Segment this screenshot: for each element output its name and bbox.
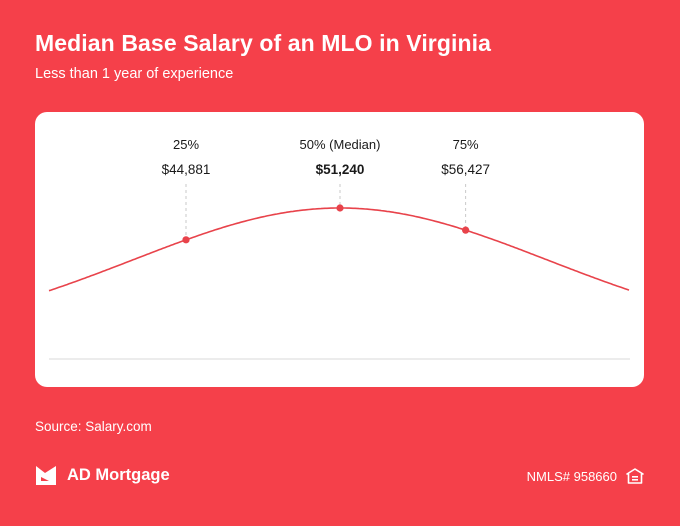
- brand: AD Mortgage: [35, 463, 170, 487]
- source-note: Source: Salary.com: [35, 419, 152, 434]
- value-label-median: $51,240: [316, 162, 365, 177]
- chart-card: 25% $44,881 50% (Median) $51,240 75% $56,427: [35, 112, 644, 387]
- percentile-label-25: 25%: [173, 137, 199, 152]
- value-label-25: $44,881: [162, 162, 211, 177]
- salary-distribution-chart: 25% $44,881 50% (Median) $51,240 75% $56,427: [48, 137, 630, 360]
- nmls-number: NMLS# 958660: [526, 468, 617, 484]
- chart-title: Median Base Salary of an MLO in Virginia: [35, 30, 492, 56]
- nmls-info: NMLS# 958660: [527, 468, 644, 484]
- value-label-75: $56,427: [441, 162, 490, 177]
- ad-mortgage-logo-icon: [36, 466, 56, 485]
- brand-name: AD Mortgage: [67, 465, 170, 484]
- equal-housing-icon: [626, 468, 644, 484]
- bell-curve-line: [48, 207, 630, 292]
- chart-subtitle: Less than 1 year of experience: [35, 66, 234, 82]
- percentile-label-median: 50% (Median): [300, 137, 381, 152]
- percentile-label-75: 75%: [453, 137, 479, 152]
